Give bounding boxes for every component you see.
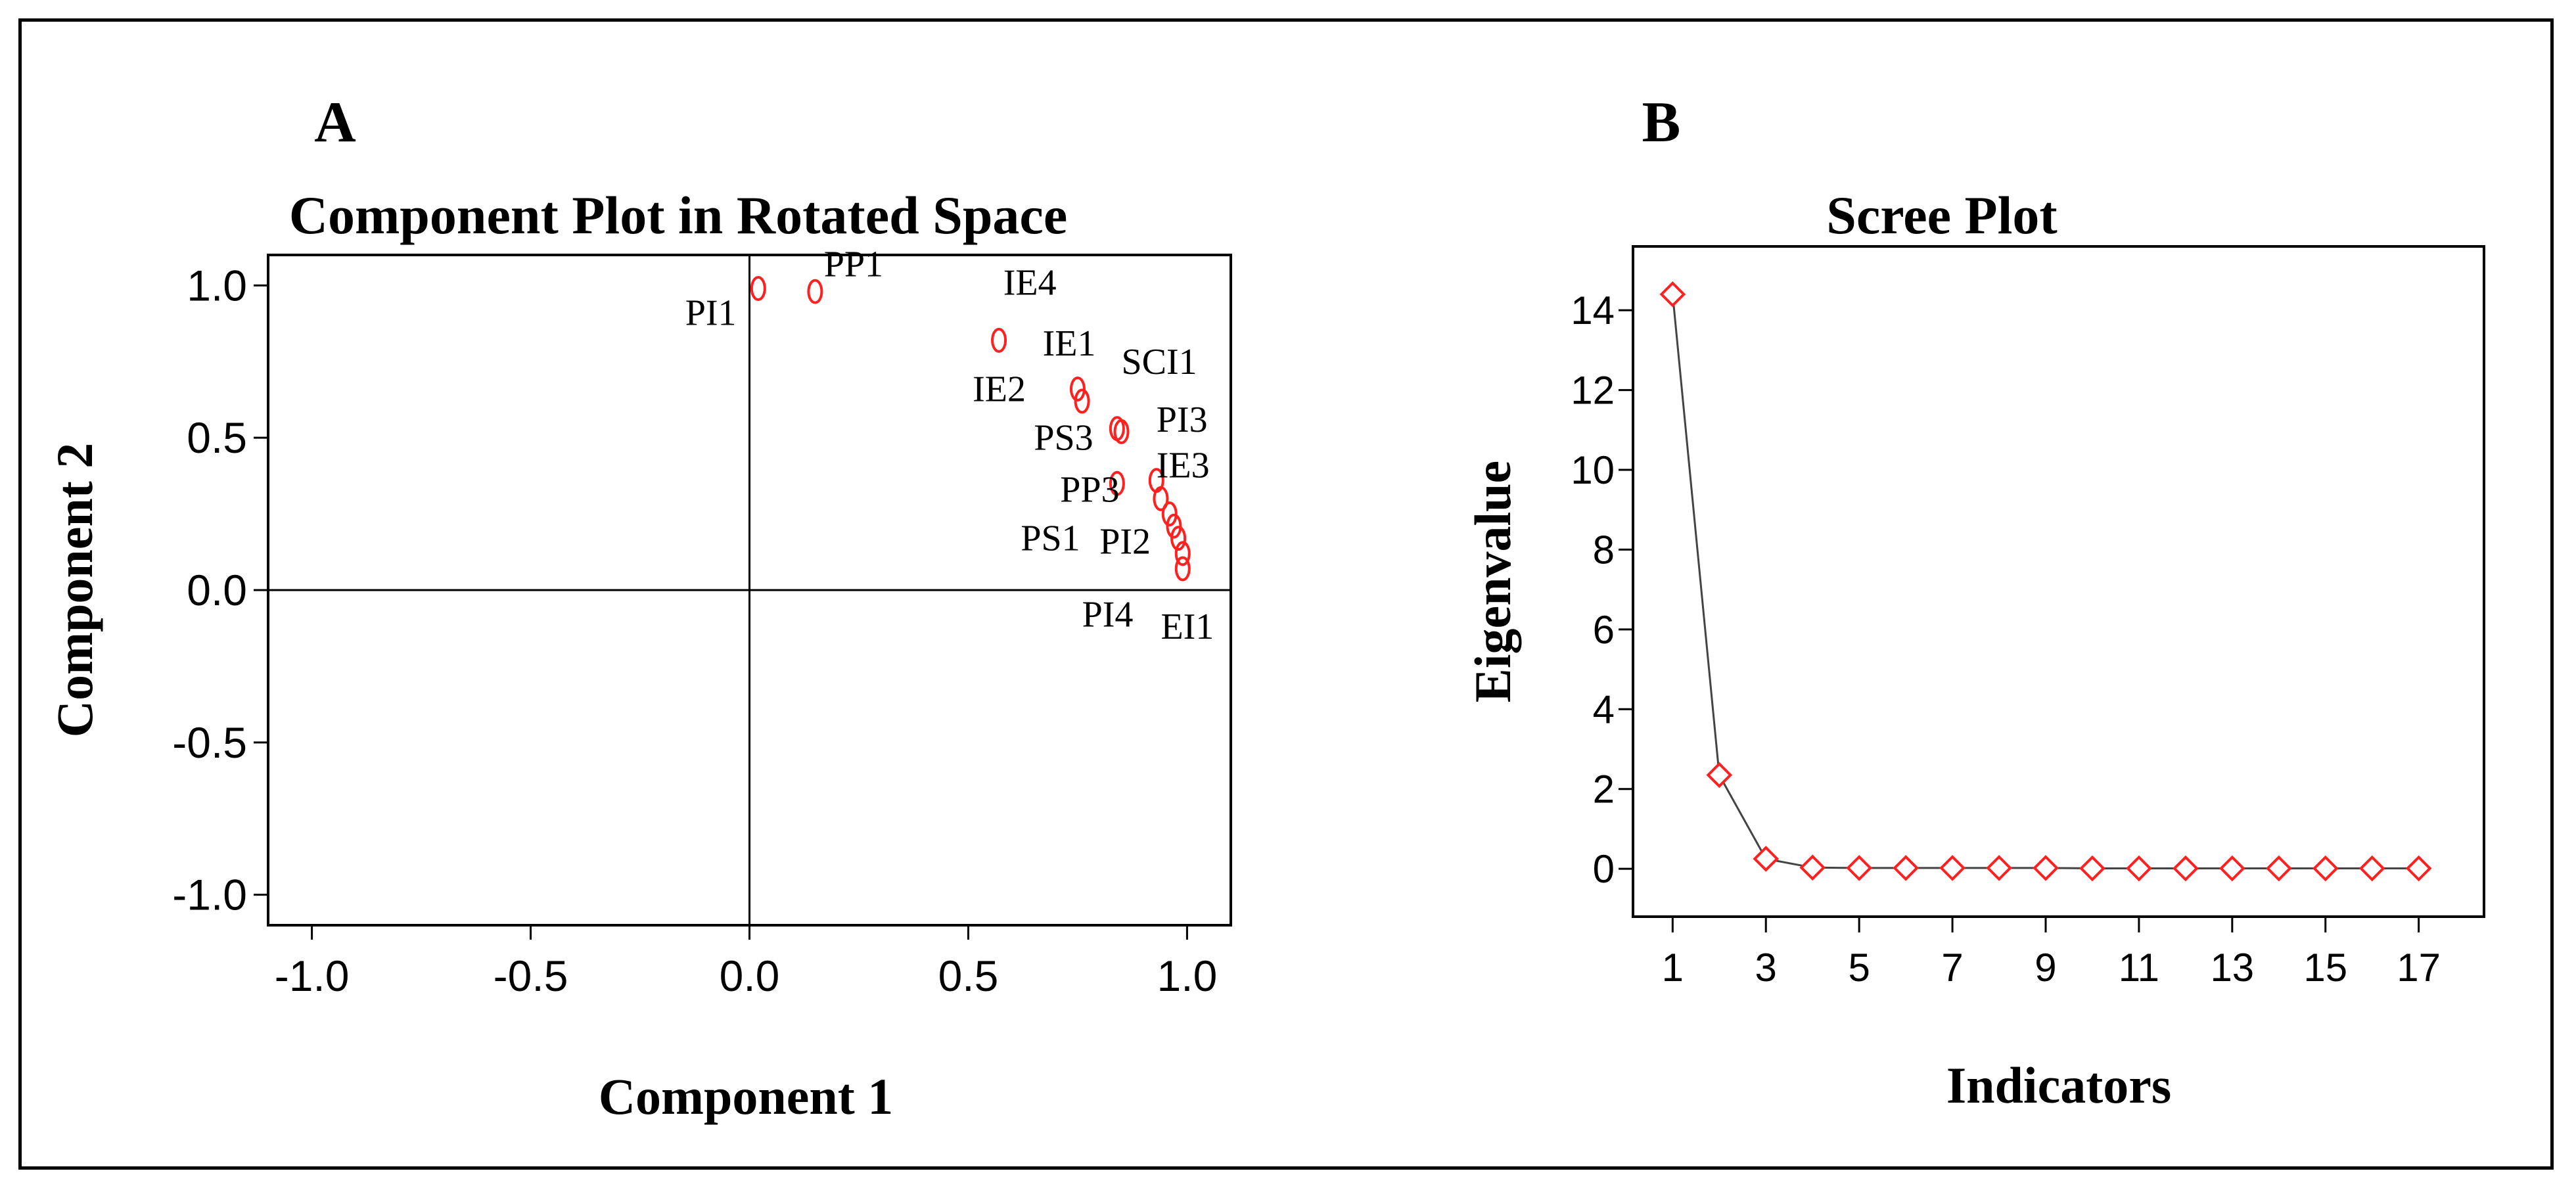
- chart-a-point-label: PI4: [1082, 595, 1134, 635]
- chart-a-title: Component Plot in Rotated Space: [289, 185, 1067, 245]
- chart-b-point: [2265, 855, 2292, 882]
- chart-b-point: [1659, 281, 1686, 308]
- chart-b-point: [2173, 855, 2199, 882]
- chart-a-point-label: IE3: [1157, 445, 1210, 486]
- chart-b-point: [2312, 855, 2339, 882]
- chart-a-x-axis-title: Component 1: [599, 1068, 894, 1125]
- chart-b-y-tick-label: 12: [1571, 369, 1615, 413]
- chart-b-x-tick-label: 15: [2303, 946, 2347, 990]
- chart-a-y-tick-label: -1.0: [172, 871, 247, 919]
- chart-a-point: [991, 327, 1007, 353]
- chart-a-reference-lines: [268, 255, 1231, 925]
- chart-b-point: [2079, 855, 2105, 882]
- chart-b-point: [1706, 762, 1733, 789]
- chart-a-point: [750, 276, 766, 301]
- chart-a-point-label: IE1: [1043, 323, 1096, 364]
- panel-a-letter: A: [314, 91, 356, 154]
- chart-a-x-tick-label: 0.5: [938, 951, 999, 1000]
- chart-a-point: [1174, 541, 1191, 566]
- chart-b-x-axis-title: Indicators: [1946, 1057, 2171, 1114]
- chart-a-points: [750, 276, 1191, 582]
- chart-a-y-tick-label: -0.5: [172, 718, 247, 767]
- chart-b-y-tick-label: 6: [1593, 608, 1615, 652]
- chart-a-x-tick-label: 0.0: [720, 951, 780, 1000]
- chart-a-y-axis: -1.0 -0.5 0.0 0.5 1.0: [172, 261, 268, 919]
- chart-b-x-tick-label: 11: [2119, 946, 2159, 990]
- chart-b-y-tick-label: 4: [1593, 687, 1615, 731]
- chart-b-point: [1939, 855, 1966, 881]
- chart-b-x-tick-label: 7: [1941, 946, 1963, 990]
- chart-a-y-axis-title: Component 2: [46, 443, 103, 738]
- chart-b-x-tick-label: 13: [2210, 946, 2254, 990]
- chart-b-point: [2033, 855, 2059, 881]
- chart-b-x-axis: 1 3 5 7 9 11 13 15 17: [1662, 917, 2441, 990]
- chart-b-point: [1846, 855, 1872, 881]
- panel-a: A Component Plot in Rotated Space -1.0 -0…: [46, 91, 1232, 1125]
- chart-b-x-tick-label: 3: [1755, 946, 1777, 990]
- chart-b-title: Scree Plot: [1826, 185, 2057, 245]
- chart-a-y-tick-label: 0.5: [187, 413, 247, 462]
- chart-b-y-tick-label: 8: [1593, 528, 1615, 572]
- chart-a-point-labels: PI1 PP1 IE4 IE1 SCI1 IE2 PI3 PS3 IE3 PP3 PS1 PI2 PI4…: [685, 244, 1214, 647]
- chart-b-y-tick-label: 2: [1593, 768, 1615, 812]
- chart-b-x-tick-label: 5: [1848, 946, 1870, 990]
- chart-b-point: [1986, 855, 2012, 881]
- chart-a-point-label: PI3: [1157, 400, 1208, 440]
- chart-a-point: [1113, 419, 1130, 444]
- chart-a-point-label: IE4: [1003, 262, 1057, 303]
- chart-b-point: [2126, 855, 2152, 882]
- chart-a-point-label: PI2: [1099, 521, 1151, 562]
- chart-a-x-tick-label: -1.0: [275, 951, 350, 1000]
- chart-a-point: [1174, 556, 1191, 582]
- panel-b-letter: B: [1642, 91, 1681, 154]
- chart-b-x-tick-label: 17: [2397, 946, 2441, 990]
- chart-b-y-tick-label: 10: [1571, 448, 1615, 492]
- chart-a-point: [1170, 526, 1187, 551]
- chart-a-point-label: PP3: [1060, 470, 1119, 511]
- chart-a-point-label: PP1: [824, 244, 883, 285]
- chart-a-point-label: SCI1: [1122, 342, 1197, 382]
- chart-b-point: [2358, 855, 2385, 882]
- chart-a-x-axis: -1.0 -0.5 0.0 0.5 1.0: [275, 925, 1218, 1000]
- chart-a-point-label: PI1: [685, 293, 737, 334]
- chart-a-point: [1074, 388, 1090, 414]
- chart-a-y-tick-label: 0.0: [187, 566, 247, 614]
- chart-a-point: [1109, 470, 1125, 496]
- chart-a-point: [1161, 501, 1178, 527]
- chart-a-x-tick-label: -0.5: [494, 951, 568, 1000]
- chart-a-point-label: PS1: [1021, 518, 1080, 559]
- chart-b-point: [2405, 855, 2432, 882]
- chart-a-point-label: EI1: [1161, 607, 1214, 647]
- chart-a-point: [807, 279, 823, 304]
- chart-a-point: [1069, 377, 1086, 401]
- chart-a-point: [1166, 513, 1182, 539]
- chart-b-point: [1893, 855, 1919, 881]
- chart-b-point: [2219, 855, 2245, 882]
- chart-a-x-tick-label: 1.0: [1157, 951, 1218, 1000]
- chart-b-y-axis-title: Eigenvalue: [1464, 461, 1521, 702]
- chart-a-y-tick-label: 1.0: [187, 261, 247, 309]
- chart-a-point-label: PS3: [1034, 418, 1093, 459]
- chart-b-point: [1799, 854, 1826, 881]
- chart-b-point: [1753, 846, 1780, 872]
- chart-b-y-tick-label: 0: [1593, 847, 1615, 891]
- chart-a-point: [1153, 486, 1169, 511]
- chart-b-points: [1659, 281, 2432, 882]
- chart-b-y-axis: 0 2 4 6 8 10 12 14: [1571, 288, 1633, 891]
- chart-a-point-label: IE2: [973, 369, 1026, 410]
- chart-b-plot-area: [1632, 245, 2485, 918]
- chart-b-x-tick-label: 1: [1662, 946, 1684, 990]
- chart-b-y-tick-label: 14: [1571, 288, 1615, 332]
- chart-b-x-tick-label: 9: [2035, 946, 2056, 990]
